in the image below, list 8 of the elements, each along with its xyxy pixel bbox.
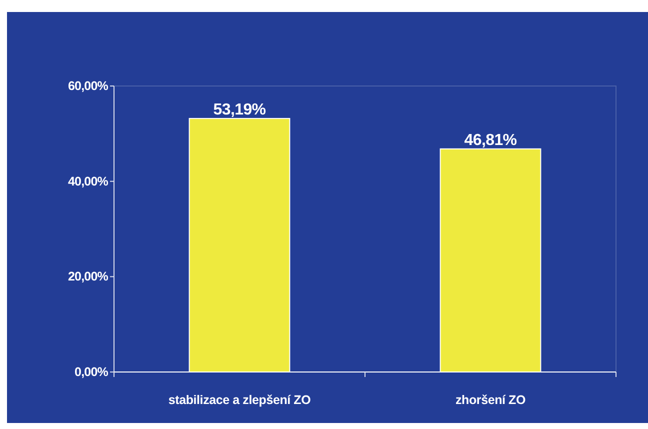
y-tick-label: 60,00% [68,79,108,93]
x-tick-label: zhoršení ZO [455,393,526,407]
y-tick-label: 20,00% [68,270,108,284]
x-tick-label: stabilizace a zlepšení ZO [168,393,312,407]
data-label: 46,81% [464,132,517,149]
data-label: 53,19% [213,101,266,118]
y-tick-label: 0,00% [74,365,108,379]
y-tick-label: 40,00% [68,174,108,188]
